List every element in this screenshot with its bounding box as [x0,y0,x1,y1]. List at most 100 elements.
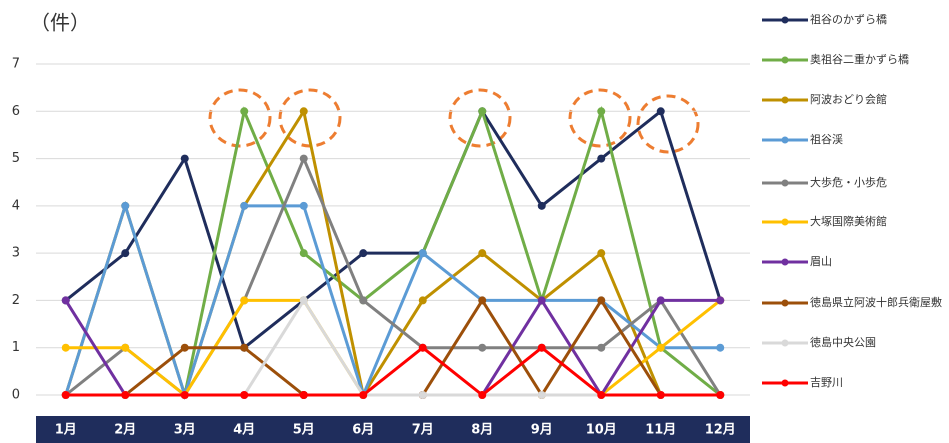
point [418,249,427,258]
legend-swatch [762,339,808,347]
x-tick-label: 6月 [352,423,374,438]
point [656,107,665,116]
point [537,343,546,352]
legend-item: 大歩危・小歩危 [760,176,945,190]
point [240,107,249,116]
point [597,343,606,352]
y-tick-label: 3 [12,246,20,261]
point [597,391,606,399]
legend-swatch [762,218,808,226]
legend-swatch [762,299,808,307]
point [121,249,130,258]
legend-swatch [762,56,808,64]
point [418,343,427,352]
x-tick-label: 5月 [293,423,315,438]
y-tick-label: 0 [12,388,20,403]
legend-item: 祖谷のかずら橋 [760,13,945,27]
legend-item: 奥祖谷二重かずら橋 [760,53,945,67]
x-tick-label: 10月 [586,423,617,438]
point [240,201,249,210]
legend-label: 祖谷渓 [810,133,843,146]
legend-item: 眉山 [760,255,945,269]
x-tick-label: 11月 [645,423,676,438]
legend-item: 徳島中央公園 [760,336,945,350]
x-tick-label: 7月 [412,423,434,438]
point [597,107,606,116]
point [359,391,368,399]
legend-swatch [762,136,808,144]
legend-swatch [762,96,808,104]
x-tick-label: 1月 [55,423,77,438]
point [537,201,546,210]
point [478,249,487,258]
x-tick-label: 2月 [114,423,136,438]
legend-swatch [762,179,808,187]
point [537,296,546,305]
legend-label: 祖谷のかずら橋 [810,13,887,26]
legend-swatch [762,379,808,387]
point [597,296,606,305]
point [180,391,189,399]
point [61,391,70,399]
legend-label: 徳島県立阿波十郎兵衛屋敷 [810,296,942,309]
point [299,296,308,305]
legend-item: 阿波おどり会館 [760,93,945,107]
y-tick-label: 4 [12,198,20,213]
point [240,391,249,399]
legend-item: 大塚国際美術館 [760,215,945,229]
legend-label: 大塚国際美術館 [810,215,887,228]
point [240,343,249,352]
point [299,201,308,210]
point [478,107,487,116]
point [418,296,427,305]
point [121,391,130,399]
x-tick-label: 8月 [471,423,493,438]
point [359,296,368,305]
point [597,249,606,258]
point [61,296,70,305]
point [299,107,308,116]
point [299,391,308,399]
chart: （件） 0 1 2 3 4 5 6 7 1月 2月 3月 4月 5月 6月 7月 8月 9月 10月 11月 12月 [12,11,750,443]
y-tick-label: 1 [12,340,20,355]
legend-item: 祖谷渓 [760,133,945,147]
x-tick-label: 9月 [531,423,553,438]
x-tick-label: 12月 [705,423,736,438]
series-line [64,108,722,351]
legend-label: 大歩危・小歩危 [810,176,887,189]
point [716,343,725,352]
x-axis-band [36,416,750,443]
point [537,391,546,399]
x-tick-label: 4月 [233,423,255,438]
chart-title: （件） [30,11,90,35]
point [359,249,368,258]
legend-item: 徳島県立阿波十郎兵衛屋敷 [760,296,945,310]
point [121,201,130,210]
point [61,343,70,352]
y-tick-label: 5 [12,151,20,166]
point [299,249,308,258]
y-tick-label: 7 [12,57,20,72]
legend-item: 吉野川 [760,376,945,390]
point [240,296,249,305]
point [716,296,725,305]
legend-label: 奥祖谷二重かずら橋 [810,53,909,66]
legend-label: 吉野川 [810,376,843,389]
legend-swatch [762,258,808,266]
point [656,296,665,305]
point [478,391,487,399]
legend-swatch [762,16,808,24]
point [121,343,130,352]
point [478,343,487,352]
point [180,343,189,352]
y-tick-label: 6 [12,104,20,119]
point [656,343,665,352]
y-tick-label: 2 [12,293,20,308]
series-line [65,345,721,397]
point [418,391,427,399]
point [716,391,725,399]
legend-label: 阿波おどり会館 [810,93,887,106]
legend-label: 眉山 [810,255,832,268]
x-tick-label: 3月 [174,423,196,438]
point [478,296,487,305]
